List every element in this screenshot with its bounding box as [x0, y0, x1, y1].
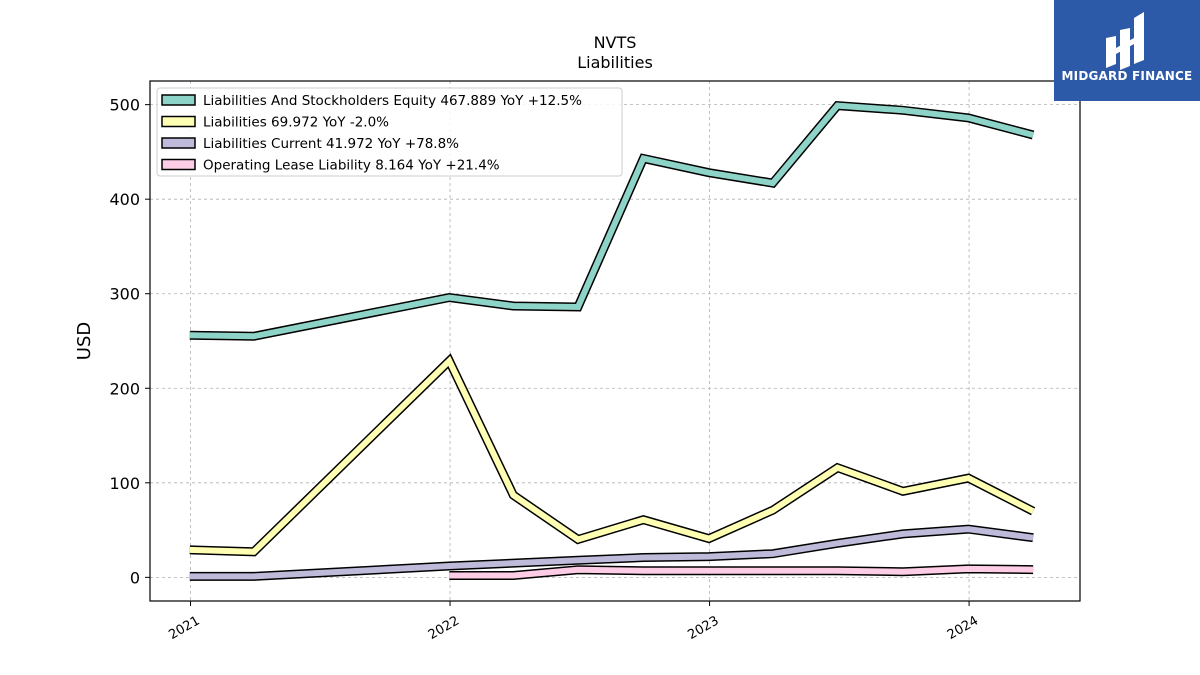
- series-line: [449, 565, 1034, 579]
- y-tick-label: 200: [109, 379, 140, 398]
- legend-label: Liabilities And Stockholders Equity 467.…: [203, 93, 582, 109]
- x-tick-label: 2024: [945, 613, 981, 643]
- legend-box: [156, 87, 623, 177]
- x-tick-label: 2022: [426, 613, 462, 643]
- y-tick-label: 100: [109, 474, 140, 493]
- series-layer: [189, 100, 1036, 581]
- y-tick-label: 500: [109, 96, 140, 115]
- legend-swatch: [161, 158, 196, 171]
- midgard-logo-icon: [1106, 12, 1144, 70]
- legend-label: Liabilities 69.972 YoY -2.0%: [203, 115, 389, 131]
- logo-text: MIDGARD FINANCE: [1061, 69, 1193, 83]
- chart-title: NVTS: [594, 33, 637, 52]
- y-tick-label: 400: [109, 190, 140, 209]
- series-line: [189, 355, 1035, 555]
- y-tick-label: 0: [130, 568, 140, 587]
- y-axis-label: USD: [74, 322, 95, 360]
- legend-swatch: [161, 137, 196, 149]
- series-line: [189, 102, 1034, 340]
- x-tick-label: 2021: [166, 613, 202, 643]
- chart-subtitle: Liabilities: [577, 53, 653, 72]
- series-outline: [189, 353, 1036, 557]
- plot-frame: [149, 80, 1081, 602]
- legend-swatch: [161, 115, 196, 128]
- y-tick-label: 300: [109, 285, 140, 304]
- brand-logo: MIDGARD FINANCE: [1054, 0, 1200, 101]
- series-line: [189, 526, 1034, 580]
- x-tick-label: 2023: [685, 613, 721, 643]
- legend: Liabilities And Stockholders Equity 467.…: [156, 87, 623, 177]
- legend-label: Liabilities Current 41.972 YoY +78.8%: [203, 136, 459, 152]
- legend-swatch: [161, 94, 196, 106]
- legend-label: Operating Lease Liability 8.164 YoY +21.…: [203, 158, 500, 174]
